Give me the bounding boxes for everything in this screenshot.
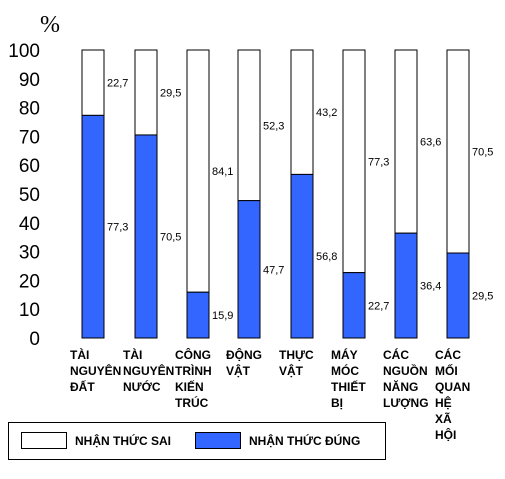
bars xyxy=(82,50,469,338)
bar-wrong xyxy=(238,50,260,201)
y-tick-label: 10 xyxy=(19,300,40,321)
category-label: MÁY MÓC THIẾT BỊ xyxy=(331,347,366,410)
y-tick-label: 50 xyxy=(19,185,40,206)
legend-swatch-correct xyxy=(195,432,241,449)
y-tick-label: 90 xyxy=(19,70,40,91)
y-axis: 0 10 20 30 40 50 60 70 80 90 100 xyxy=(8,41,40,350)
y-tick-label: 70 xyxy=(19,127,40,148)
data-label-correct: 56,8 xyxy=(316,251,337,263)
category-label: CÁC NGUỒN NĂNG LƯỢNG xyxy=(383,347,429,410)
legend-item-wrong: NHẬN THỨC SAI xyxy=(21,432,171,449)
category-label: CÁC MỐI QUAN HỆ XÃ HỘI xyxy=(435,347,470,442)
bar-wrong xyxy=(343,50,365,273)
y-tick-label: 30 xyxy=(19,243,40,264)
y-tick-label: 40 xyxy=(19,214,40,235)
bar-wrong xyxy=(291,50,313,174)
legend-label-correct: NHẬN THỨC ĐÚNG xyxy=(249,434,360,448)
legend-label-wrong: NHẬN THỨC SAI xyxy=(75,434,171,448)
legend-swatch-wrong xyxy=(21,432,67,449)
bar-correct xyxy=(135,135,157,338)
y-tick-label: 80 xyxy=(19,99,40,120)
y-unit-label: % xyxy=(40,12,60,38)
data-label-correct: 15,9 xyxy=(212,310,233,322)
bar-wrong xyxy=(135,50,157,135)
data-label-wrong: 22,7 xyxy=(107,78,128,90)
data-label-wrong: 43,2 xyxy=(316,107,337,119)
bar-correct xyxy=(291,174,313,338)
legend: NHẬN THỨC SAI NHẬN THỨC ĐÚNG xyxy=(8,422,386,460)
bar-wrong xyxy=(447,50,469,253)
bar-wrong xyxy=(82,50,104,115)
y-tick-label: 20 xyxy=(19,271,40,292)
data-label-correct: 29,5 xyxy=(472,291,493,303)
data-label-wrong: 63,6 xyxy=(420,137,441,149)
data-label-correct: 70,5 xyxy=(160,231,181,243)
bar-correct xyxy=(343,273,365,338)
data-label-correct: 36,4 xyxy=(420,281,441,293)
y-tick-label: 100 xyxy=(8,41,40,62)
category-label: TÀI NGUYÊN NƯỚC xyxy=(123,347,174,394)
legend-item-correct: NHẬN THỨC ĐÚNG xyxy=(195,432,360,449)
data-label-wrong: 29,5 xyxy=(160,87,181,99)
data-label-correct: 47,7 xyxy=(263,264,284,276)
data-label-correct: 77,3 xyxy=(107,222,128,234)
data-label-wrong: 84,1 xyxy=(212,166,233,178)
data-label-wrong: 77,3 xyxy=(368,156,389,168)
bar-correct xyxy=(82,115,104,338)
bar-wrong xyxy=(395,50,417,233)
category-label: THỰC VẬT xyxy=(279,348,314,378)
category-label: CÔNG TRÌNH KIẾN TRÚC xyxy=(175,347,212,410)
bar-correct xyxy=(238,201,260,338)
category-label: TÀI NGUYÊN ĐẤT xyxy=(70,347,121,394)
bar-correct xyxy=(395,233,417,338)
data-label-wrong: 70,5 xyxy=(472,147,493,159)
bar-correct xyxy=(187,292,209,338)
y-tick-label: 0 xyxy=(29,329,40,350)
y-tick-label: 60 xyxy=(19,156,40,177)
bar-correct xyxy=(447,253,469,338)
data-label-correct: 22,7 xyxy=(368,300,389,312)
bar-wrong xyxy=(187,50,209,292)
data-label-wrong: 52,3 xyxy=(263,120,284,132)
category-label: ĐỘNG VẬT xyxy=(226,347,262,378)
